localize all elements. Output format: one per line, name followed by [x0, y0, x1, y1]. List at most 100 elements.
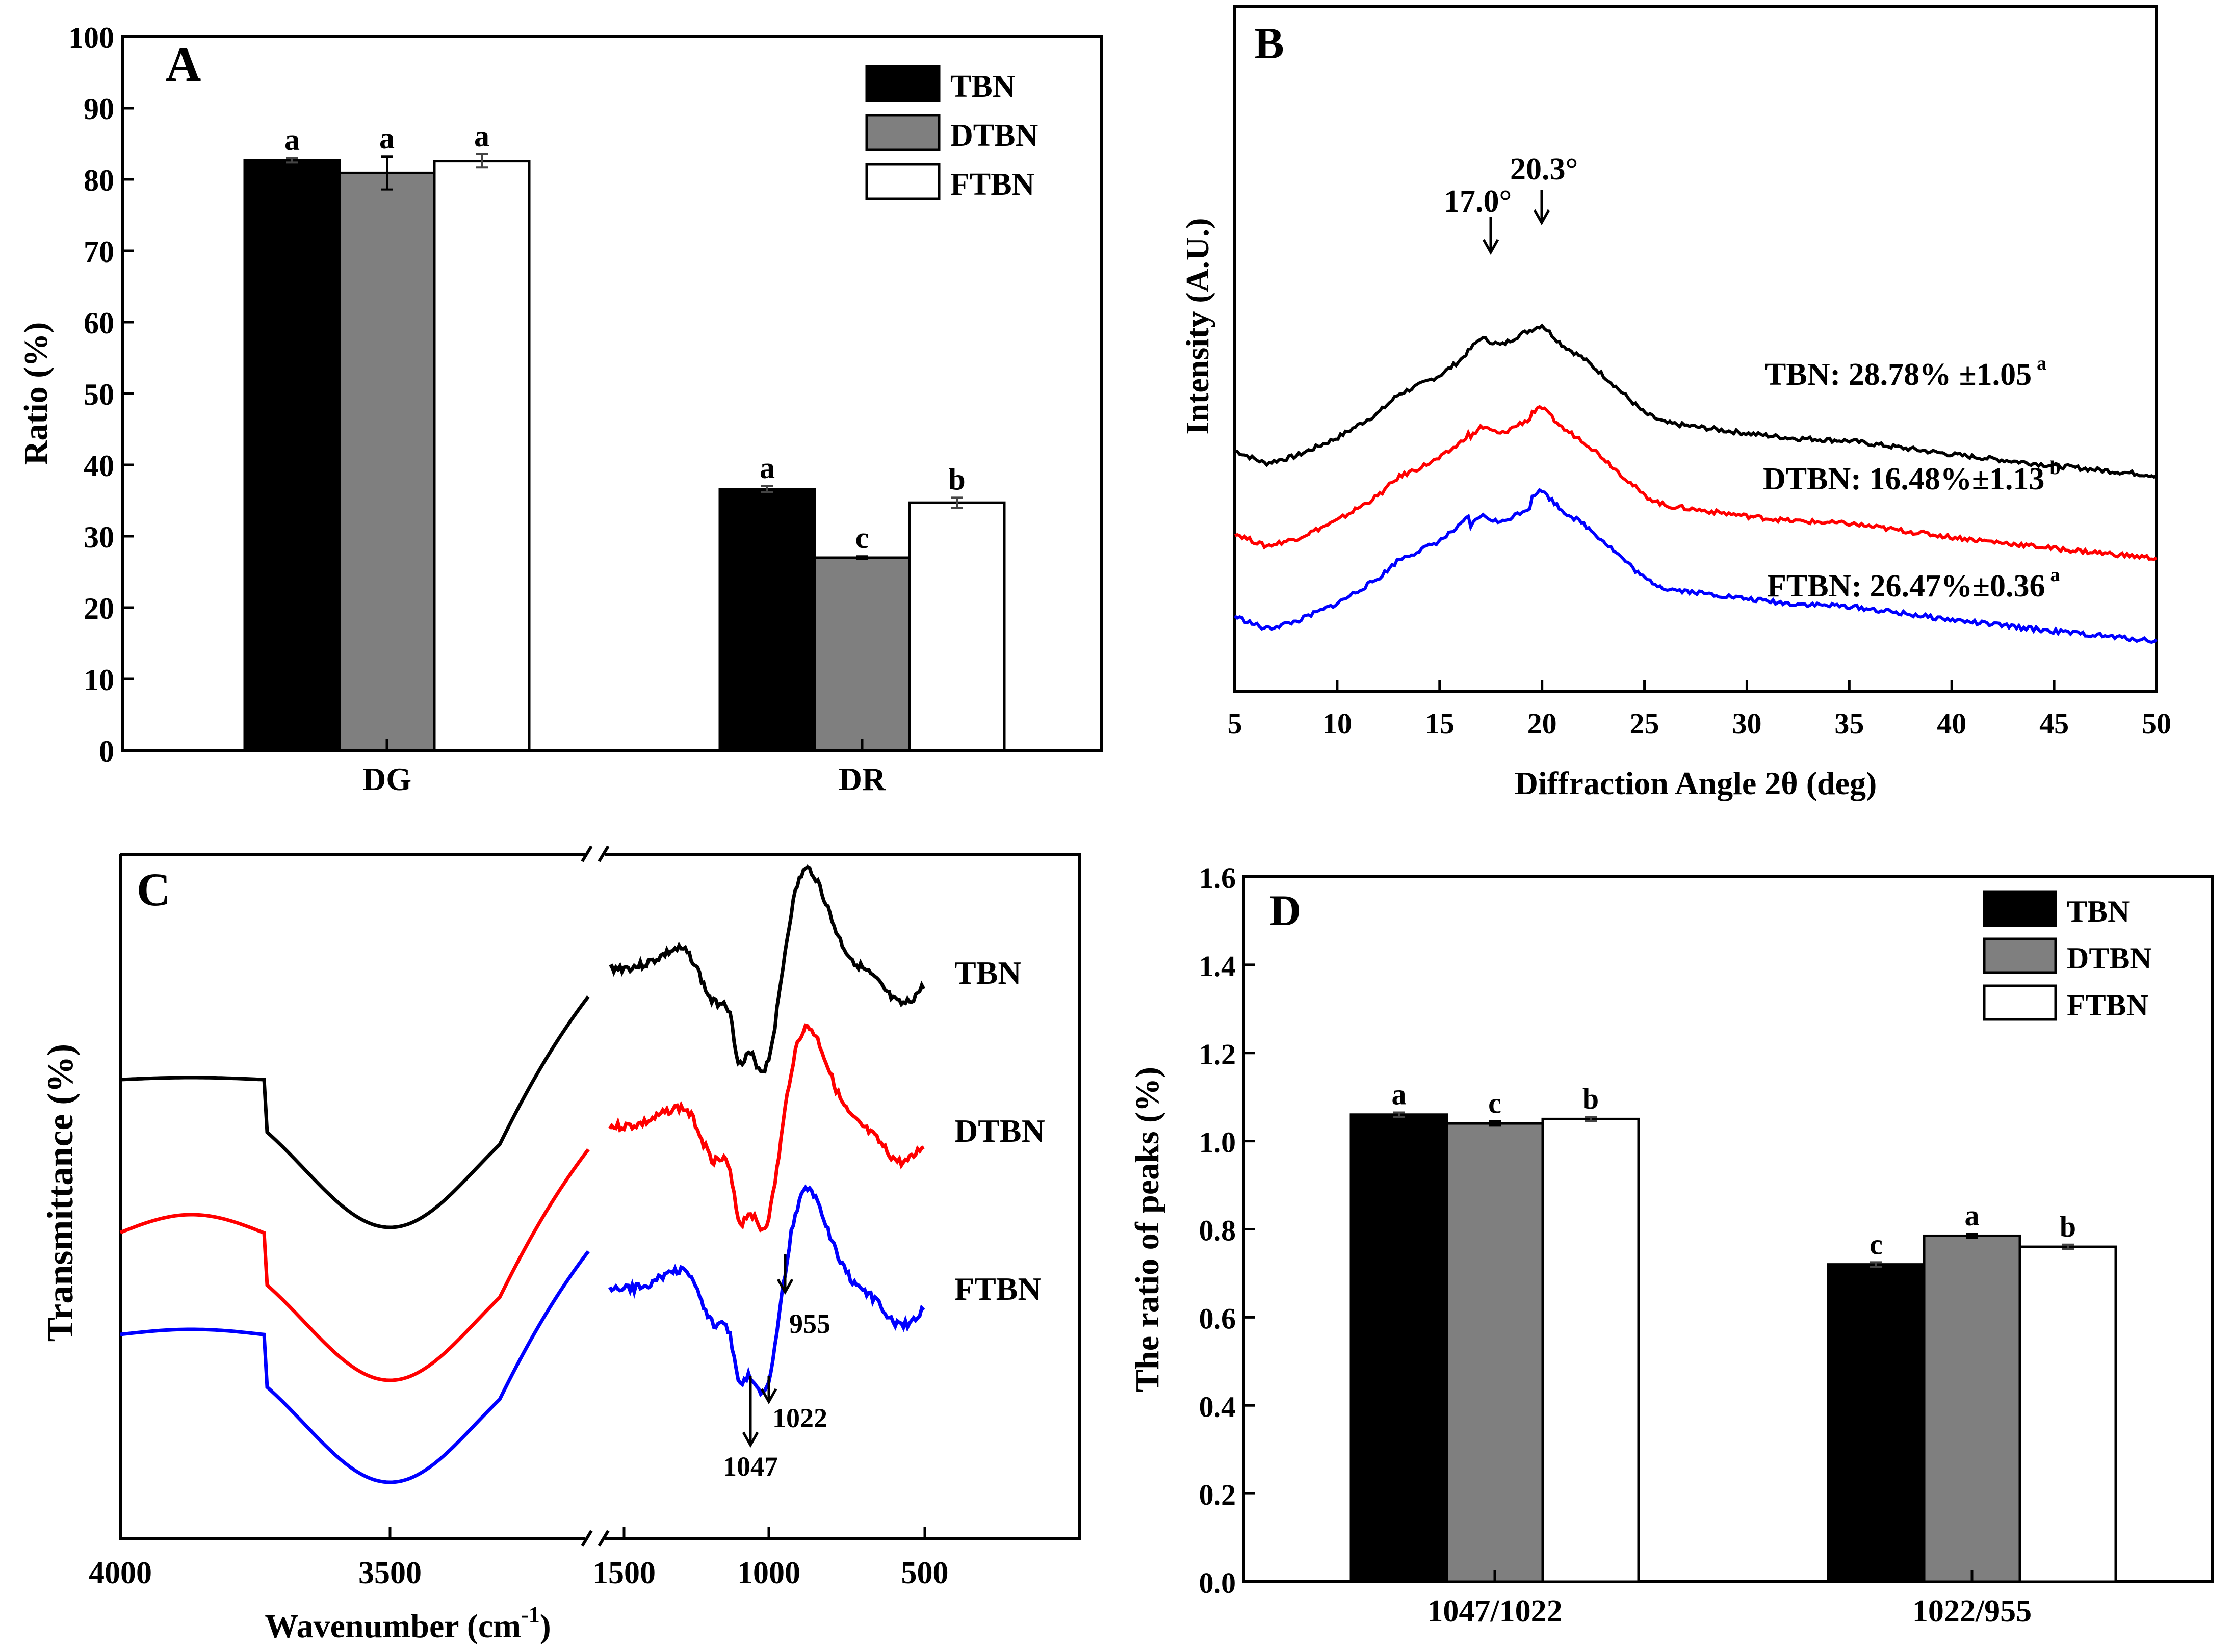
- panel-b-crystallinity-value: FTBN: 26.47%±0.36: [1767, 569, 2045, 604]
- panel-b-x-tick-label: 30: [1732, 707, 1761, 740]
- panel-d-bar-ftbn-1: [2018, 1245, 2117, 1583]
- panel-c-x-title-main: Wavenumber (cm: [265, 1608, 521, 1645]
- panel-a-y-tick-label: 20: [84, 592, 114, 625]
- panel-c-x-tick-label: 4000: [89, 1556, 152, 1590]
- panel-b-peak-arrow-17: [1482, 217, 1499, 255]
- panel-a-error-bar: [761, 485, 773, 493]
- panel-a-x-tick-label: DG: [362, 761, 411, 797]
- panel-d-legend-swatch-dtbn: [1983, 937, 2057, 974]
- panel-b-peak-label-20: 20.3°: [1510, 152, 1578, 187]
- panel-b-crystallinity-letter: a: [2050, 564, 2060, 586]
- panel-a-x-axis: DG DR: [362, 739, 886, 797]
- panel-c-sample-label-tbn: TBN: [954, 955, 1022, 991]
- panel-d-x-tick-label: 1047/1022: [1427, 1594, 1562, 1629]
- panel-b-x-tick-label: 45: [2039, 707, 2069, 740]
- panel-a-y-tick-label: 50: [84, 378, 114, 411]
- panel-a-y-tick-label: 80: [84, 164, 114, 197]
- panel-d-error-bar: [1585, 1116, 1597, 1122]
- panel-a-bar-ftbn-0: [433, 160, 531, 752]
- panel-d-error-bar: [1489, 1120, 1501, 1127]
- panel-d-label: D: [1269, 886, 1301, 935]
- panel-d-bar-chart: D 0.0 0.2 0.4 0.6 0.8 1.0 1.2 1.4 1.6 a c b c a b 104…: [1129, 861, 2214, 1629]
- panel-d-bars: a c b c a b: [1349, 1078, 2117, 1583]
- panel-d-error-bar: [1870, 1261, 1882, 1268]
- panel-b-x-axis: 5 10 15 20 25 30 35 40 45 50: [1228, 680, 2171, 740]
- panel-c-ftir-chart: C 4000 3500 1500 1000 500 TBN DTBN FTBN 955 102…: [40, 845, 1081, 1645]
- panel-a-bar-dtbn-1: [813, 556, 911, 752]
- panel-d-significance-letter: c: [1870, 1227, 1883, 1261]
- panel-c-marker-1022: 1022: [772, 1403, 827, 1433]
- panel-d-x-axis: 1047/1022 1022/955: [1427, 1570, 2032, 1629]
- panel-c-axis-break: [581, 845, 610, 1547]
- panel-b-peak-label-17: 17.0°: [1444, 184, 1512, 219]
- panel-b-crystallinity-letter: a: [2037, 353, 2046, 374]
- panel-c-marker-955: 955: [789, 1308, 830, 1339]
- panel-a-error-bar: [476, 153, 488, 169]
- panel-a-bar-chart: A 0 10 20 30 40 50 60 70 80 90 100 a a a a c b DG DR TBN…: [17, 21, 1103, 797]
- panel-c-sample-label-ftbn: FTBN: [954, 1271, 1042, 1307]
- panel-d-y-tick-label: 1.0: [1199, 1126, 1236, 1159]
- panel-a-significance-letter: a: [760, 451, 775, 485]
- panel-d-x-tick-label: 1022/955: [1912, 1594, 2032, 1629]
- panel-d-significance-letter: a: [1392, 1078, 1407, 1111]
- panel-c-arrow-1047: [742, 1376, 759, 1448]
- panel-d-y-tick-label: 1.2: [1199, 1038, 1236, 1071]
- panel-d-error-bar: [1393, 1111, 1405, 1118]
- panel-b-plot-frame: [1233, 5, 2158, 693]
- panel-c-x-axis: 4000 3500 1500 1000 500: [89, 1527, 949, 1590]
- panel-a-y-tick-label: 40: [84, 449, 114, 483]
- panel-b-crystallinity-dtbn: DTBN: 16.48%±1.13 b: [1763, 457, 2061, 496]
- panel-d-y-tick-label: 0.2: [1199, 1478, 1236, 1511]
- panel-a-x-tick-label: DR: [839, 761, 886, 797]
- panel-b-x-tick-label: 15: [1425, 707, 1455, 740]
- panel-d-bar-tbn-0: [1349, 1113, 1448, 1583]
- panel-a-legend-swatch-dtbn: [865, 114, 941, 151]
- panel-d-y-tick-label: 0.6: [1199, 1302, 1236, 1335]
- panel-c-oh-band-dtbn: [119, 1148, 590, 1382]
- panel-b-x-tick-label: 25: [1630, 707, 1659, 740]
- panel-b-x-tick-label: 35: [1834, 707, 1864, 740]
- panel-a-y-tick-label: 60: [84, 306, 114, 340]
- panel-d-y-tick-label: 0.8: [1199, 1214, 1236, 1247]
- panel-c-sample-label-dtbn: DTBN: [954, 1113, 1045, 1149]
- panel-c-x-title-sup: -1: [521, 1602, 540, 1627]
- panel-a-y-tick-label: 0: [99, 735, 114, 768]
- panel-b-xrd-chart: B 5 10 15 20 25 30 35 40 45 50 TBN: 28.78% ±1.05 a…: [1179, 5, 2171, 801]
- panel-a-y-tick-label: 90: [84, 92, 114, 126]
- panel-c-fingerprint-dtbn: [608, 1023, 925, 1233]
- panel-a-y-tick-label: 70: [84, 235, 114, 269]
- panel-d-significance-letter: b: [1582, 1082, 1599, 1115]
- panel-d-error-bar: [1966, 1233, 1978, 1239]
- panel-d-significance-letter: c: [1488, 1087, 1501, 1120]
- panel-d-y-axis: 0.0 0.2 0.4 0.6 0.8 1.0 1.2 1.4 1.6: [1199, 861, 1255, 1599]
- panel-a-error-bar: [951, 496, 963, 509]
- panel-a-error-bar: [286, 157, 298, 164]
- panel-d-y-tick-label: 1.4: [1199, 950, 1236, 983]
- panel-d-bar-dtbn-1: [1923, 1234, 2021, 1583]
- panel-d-legend-swatch-tbn: [1983, 890, 2057, 927]
- panel-c-plot-frame: [119, 853, 1081, 1540]
- panel-c-x-tick-label: 3500: [358, 1556, 422, 1590]
- panel-a-label: A: [166, 37, 201, 91]
- panel-a-legend-swatch-ftbn: [865, 163, 941, 200]
- panel-c-annotations: 955 1022 1047: [723, 1254, 830, 1482]
- panel-a-bar-tbn-0: [243, 159, 341, 752]
- panel-d-y-tick-label: 0.0: [1199, 1566, 1236, 1599]
- panel-d-error-bar: [2062, 1243, 2074, 1250]
- panel-a-y-tick-label: 10: [84, 663, 114, 697]
- panel-a-y-axis-title: Ratio (%): [17, 322, 55, 465]
- panel-d-bar-ftbn-0: [1541, 1117, 1640, 1583]
- panel-c-x-title-close: ): [540, 1608, 551, 1645]
- panel-b-x-tick-label: 40: [1937, 707, 1966, 740]
- panel-c-arrow-955: [776, 1254, 794, 1295]
- panel-b-x-tick-label: 50: [2142, 707, 2171, 740]
- panel-b-crystallinity-value: DTBN: 16.48%±1.13: [1763, 462, 2044, 496]
- panel-b-curve-dtbn: [1234, 405, 2158, 561]
- panel-d-legend-label-dtbn: DTBN: [2067, 941, 2152, 975]
- panel-b-crystallinity-ftbn: FTBN: 26.47%±0.36 a: [1767, 564, 2060, 604]
- panel-b-crystallinity-letter: b: [2049, 457, 2060, 479]
- panel-b-peak-arrow-20: [1533, 190, 1550, 226]
- panel-a-significance-letter: a: [474, 119, 489, 153]
- panel-b-y-axis-title: Intensity (A.U.): [1179, 218, 1215, 435]
